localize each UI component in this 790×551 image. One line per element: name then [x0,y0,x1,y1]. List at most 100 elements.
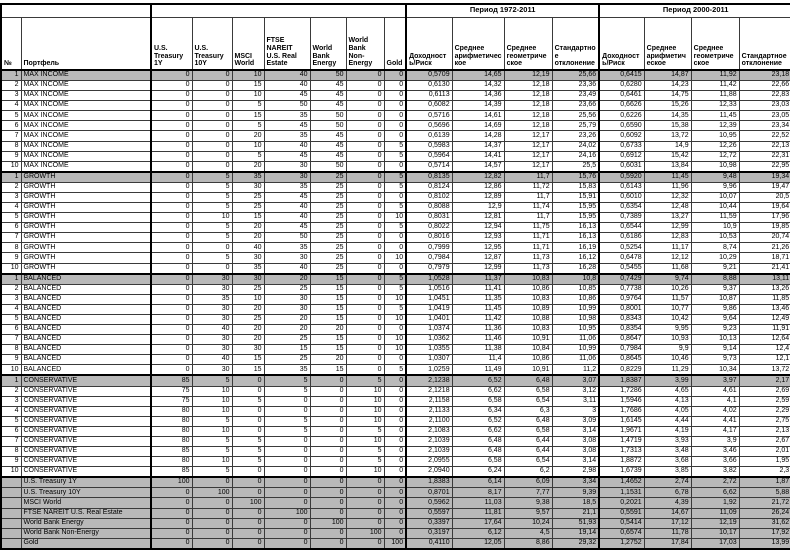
table-row: FTSE NAREIT U.S. Real Estate 0 0 0 100 0 0 0 0,5… [0,507,790,519]
row-number-cell: 4 [0,405,22,417]
weight-cell: 25 [309,232,347,244]
portfolio-name-cell: MAX INCOME [20,130,152,142]
weight-cell: 30 [263,252,311,264]
row-number-cell: 8 [0,242,22,254]
weight-cell: 0 [309,456,347,468]
table-row: 5 MAX INCOME 0 0 15 35 50 0 0 0,5716 14,61 12,18 25,… [0,110,790,122]
weight-cell: 0 [309,507,347,519]
table-row: 2 BALANCED 0 30 25 25 15 0 5 1,0516 11,41 10,86 10,8… [0,283,790,295]
stat-1972-cell: 2,1218 [405,385,453,397]
stat-1972-cell: 11,73 [503,262,553,275]
portfolio-name-cell: CONSERVATIVE [20,385,152,397]
weight-cell: 0 [191,476,233,489]
stat-1972-cell: 11,37 [451,272,505,285]
weight-cell: 0 [263,395,311,407]
weight-cell: 5 [383,150,408,162]
weight-cell: 0 [309,537,347,550]
portfolio-name-cell: BALANCED [20,283,152,295]
weight-cell: 0 [191,110,233,122]
weight-cell: 80 [150,456,193,468]
stat-2000-cell: 3,48 [643,445,692,458]
weight-cell: 0 [150,222,193,234]
stat-2000-cell: 6,62 [690,487,740,499]
stat-2000-cell: 11,85 [738,293,790,305]
weight-cell: 20 [231,130,265,142]
weight-cell: 0 [150,69,193,82]
row-number-cell: 4 [0,303,22,315]
stat-1972-cell: 0,8016 [405,232,453,244]
weight-cell: 45 [309,90,347,102]
weight-cell: 5 [383,222,408,234]
stat-2000-cell: 10,46 [643,354,692,366]
stat-1972-cell: 6,58 [503,425,553,437]
weight-cell: 0 [191,130,233,142]
portfolio-name-cell: BALANCED [20,303,152,315]
weight-cell: 0 [150,344,193,356]
stat-1972-cell: 0,5696 [405,120,453,132]
weight-cell: 15 [309,283,347,295]
stat-2000-cell: 21,72 [738,497,790,509]
stat-1972-cell: 1,0374 [405,324,453,336]
stat-1972-cell: 12,18 [503,90,553,102]
table-row: 4 GROWTH 0 5 25 40 25 0 5 0,8088 12,9 11,74 15,95 0,6… [0,202,790,214]
table-row: 5 BALANCED 0 30 25 20 15 0 10 1,0401 11,42 10,88 10,… [0,313,790,326]
weight-cell: 0 [191,80,233,92]
stat-2000-cell: 9,21 [690,262,740,275]
table-row: 7 BALANCED 0 30 20 25 15 0 10 1,0362 11,46 10,91 11,… [0,334,790,346]
stat-1972-cell: 12,94 [451,222,505,234]
stat-2000-cell: 1,4719 [598,435,645,448]
stat-1972-cell: 0,4110 [405,537,453,550]
stat-2000-cell: 4,05 [643,405,692,417]
stat-1972-cell: 6,09 [503,476,553,489]
weight-cell: 0 [345,90,385,102]
stat-2000-cell: 12,33 [690,100,740,112]
stat-2000-cell: 22,31 [738,150,790,162]
stat-1972-cell: 12,18 [503,80,553,92]
weight-cell: 0 [150,140,193,152]
weight-cell: 45 [263,222,311,234]
weight-cell: 0 [191,497,233,509]
weight-cell: 0 [150,262,193,275]
weight-cell: 0 [383,160,408,173]
table-row: 2 MAX INCOME 0 0 15 40 45 0 0 0,6130 14,32 12,18 23,… [0,80,790,92]
stat-1972-cell: 11,73 [503,252,553,264]
weight-cell: 45 [263,90,311,102]
stat-1972-cell: 10,83 [503,272,553,285]
stat-column-header: Среднее арифметическое [643,17,692,71]
weight-cell: 25 [309,212,347,224]
stat-1972-cell: 16,13 [551,222,601,234]
weight-cell: 0 [150,252,193,264]
stat-1972-cell: 10,24 [503,517,553,529]
stat-2000-cell: 10,95 [690,130,740,142]
weight-cell: 0 [263,517,311,529]
row-number-cell: 3 [0,90,22,102]
row-number-cell: 5 [0,212,22,224]
stat-1972-cell: 4,5 [503,527,553,539]
stat-2000-cell: 1,87 [738,476,790,489]
weight-cell: 0 [191,90,233,102]
stat-1972-cell: 2,1238 [405,374,453,387]
weight-cell: 0 [345,181,385,193]
weight-cell: 0 [383,507,408,519]
stat-1972-cell: 2,1039 [405,435,453,448]
stat-1972-cell: 11,41 [451,283,505,295]
period-header: Период 1972-2011 [405,3,601,18]
stat-2000-cell: 9,37 [690,283,740,295]
stat-2000-cell: 13,72 [738,364,790,376]
portfolio-name-cell: MSCI World [20,497,152,509]
stat-1972-cell: 25,5 [551,160,601,173]
weight-cell: 0 [309,527,347,539]
weight-cell: 35 [263,110,311,122]
weight-cell: 10 [383,344,408,356]
stat-1972-cell: 0,6113 [405,90,453,102]
weight-cell: 30 [191,364,233,376]
weight-cell: 0 [309,425,347,437]
weight-cell: 0 [150,272,193,285]
weight-cell: 0 [231,425,265,437]
weight-cell: 0 [191,160,233,173]
stat-column-header: Доходность/Риск [598,17,645,71]
row-number-cell: 6 [0,222,22,234]
stat-1972-cell: 51,93 [551,517,601,529]
row-number-cell: 9 [0,456,22,468]
portfolio-name-cell: MAX INCOME [20,100,152,112]
